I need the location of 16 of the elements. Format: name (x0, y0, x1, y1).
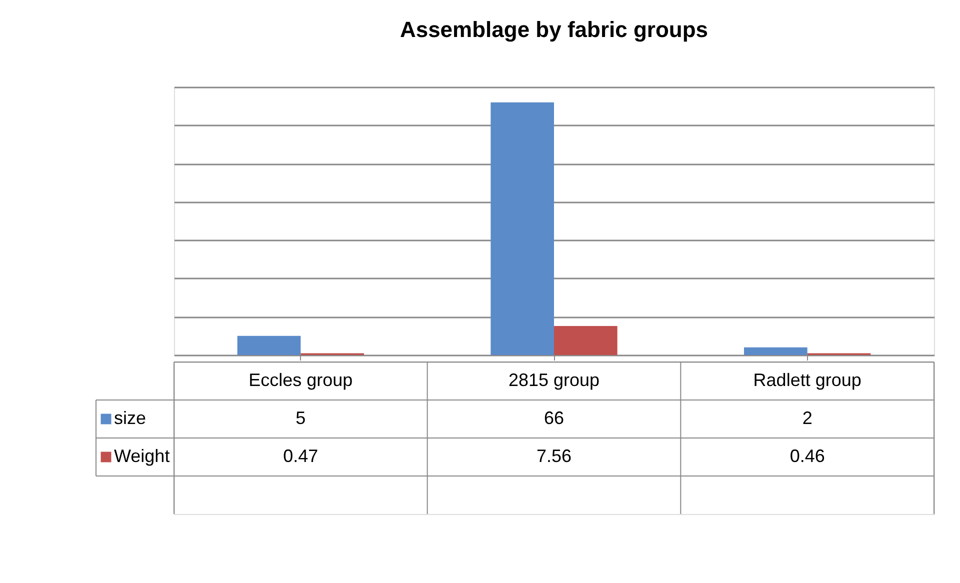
x-tick-label: Eccles group (248, 370, 353, 390)
data-label: 2 (802, 408, 812, 428)
data-label: 7.56 (536, 446, 572, 466)
data-label: 0.47 (283, 446, 318, 466)
x-tick-label: 2815 group (508, 370, 600, 390)
legend-label: Weight (114, 446, 170, 466)
x-tick-label: Radlett group (753, 370, 862, 390)
bar (490, 102, 554, 355)
bar (237, 336, 301, 355)
data-label: 5 (296, 408, 306, 428)
data-label: 0.46 (790, 446, 825, 466)
bar (554, 326, 618, 355)
legend-label: size (114, 408, 146, 428)
bar (744, 347, 808, 355)
data-label: 66 (544, 408, 564, 428)
chart-title: Assemblage by fabric groups (400, 17, 708, 42)
